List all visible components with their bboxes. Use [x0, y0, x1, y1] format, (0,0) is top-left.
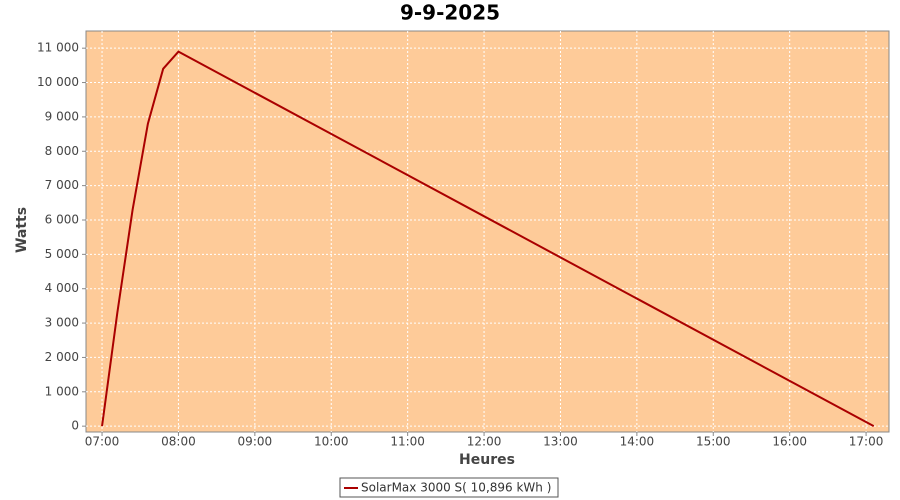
x-tick-label: 17:00 [849, 435, 884, 449]
plot-background [85, 30, 890, 433]
series-line [101, 50, 875, 428]
y-tick-label: 5 000 [45, 247, 79, 261]
y-tick-label: 10 000 [37, 75, 79, 89]
y-tick-label: 8 000 [45, 144, 79, 158]
y-axis-label: Watts [14, 207, 30, 253]
legend-box [339, 477, 559, 498]
x-tick-label: 09:00 [238, 435, 273, 449]
y-tick-label: 3 000 [45, 316, 79, 330]
x-tick-label: 11:00 [390, 435, 425, 449]
y-tick-label: 7 000 [45, 178, 79, 192]
x-tick-label: 13:00 [543, 435, 578, 449]
y-tick-label: 1 000 [45, 384, 79, 398]
x-tick-label: 07:00 [85, 435, 120, 449]
x-tick-label: 10:00 [314, 435, 349, 449]
x-tick-label: 12:00 [467, 435, 502, 449]
y-tick-label: 2 000 [45, 350, 79, 364]
y-tick-label: 9 000 [45, 109, 79, 123]
y-tick-label: 4 000 [45, 281, 79, 295]
x-axis-label: Heures [459, 452, 515, 468]
y-tick-label: 6 000 [45, 212, 79, 226]
x-tick-label: 08:00 [161, 435, 196, 449]
y-tick-label: 11 000 [37, 41, 79, 55]
x-tick-label: 14:00 [620, 435, 655, 449]
chart-title: 9-9-2025 [400, 1, 500, 25]
legend-label: SolarMax 3000 S( 10,896 kWh ) [361, 481, 551, 495]
x-tick-label: 15:00 [696, 435, 731, 449]
y-tick-label: 0 [71, 419, 79, 433]
x-tick-label: 16:00 [772, 435, 807, 449]
legend: SolarMax 3000 S( 10,896 kWh ) [339, 477, 559, 498]
